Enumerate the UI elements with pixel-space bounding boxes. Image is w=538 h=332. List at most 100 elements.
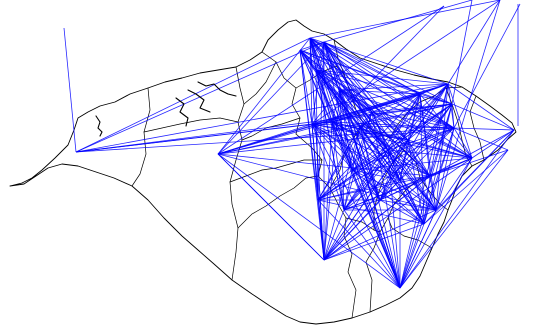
route-line-40 [315,69,449,85]
region-border-17 [243,61,277,105]
route-line-126 [407,93,421,141]
route-line-250 [217,153,431,177]
route-line-60 [311,123,437,211]
route-line-22 [323,41,373,113]
region-border-2 [229,66,245,281]
route-line-290 [311,123,325,261]
route-line-229 [339,89,381,201]
region-border-7 [229,159,323,183]
route-line-193 [399,157,473,289]
route-line-185 [323,223,425,261]
route-line-34 [323,41,389,151]
route-line-249 [217,127,455,155]
route-line-284 [311,123,401,289]
route-line-140 [339,83,449,91]
route-line-270 [451,103,515,131]
route-line-25 [323,41,455,129]
route-line-164 [429,175,437,211]
route-line-268 [435,0,501,211]
route-line-156 [453,127,473,159]
route-line-225 [299,49,353,171]
route-line-141 [451,103,455,129]
region-border-1 [131,87,151,187]
route-line-176 [323,209,437,261]
route-line-82 [331,121,345,211]
route-line-192 [299,49,425,225]
route-line-6 [309,37,449,85]
route-line-18 [309,37,341,91]
route-line-230 [299,49,381,201]
route-line-99 [359,125,409,141]
route-line-213 [407,139,473,159]
inlet-feature-1 [95,115,103,137]
route-line-63 [311,123,473,159]
route-line-127 [339,89,421,95]
route-line-93 [323,125,361,261]
route-line-89 [359,125,455,129]
route-line-190 [387,149,425,225]
route-line-150 [387,103,453,151]
route-line-234 [317,149,389,201]
route-line-196 [343,209,401,289]
route-line-226 [343,199,381,211]
route-line-240 [299,49,409,141]
route-line-107 [371,111,473,159]
route-line-264 [447,0,501,85]
route-line-251 [217,153,437,211]
route-line-111 [317,111,373,201]
route-line-267 [453,3,521,129]
inlet-feature-4 [197,81,237,97]
route-line-274 [423,129,515,225]
route-line-232 [343,139,409,211]
route-line-209 [351,157,473,171]
route-line-162 [339,89,455,129]
route-line-282 [63,27,77,153]
route-line-277 [453,127,509,151]
route-line-187 [351,169,425,225]
route-line-147 [351,103,453,171]
route-line-85 [331,89,341,123]
route-line-263 [331,5,445,123]
route-line-203 [323,199,381,261]
route-line-275 [399,129,515,289]
route-line-198 [387,149,401,289]
route-line-228 [379,139,409,201]
route-line-163 [299,49,455,129]
route-line-24 [323,41,453,105]
route-line-177 [435,157,473,211]
route-line-242 [217,41,325,155]
route-line-144 [399,103,453,289]
route-line-283 [217,153,401,289]
route-line-146 [399,103,453,181]
route-line-2 [309,37,313,125]
route-line-253 [75,37,311,153]
route-line-179 [379,199,437,211]
route-line-52 [315,69,341,91]
route-line-201 [323,157,473,261]
route-line-41 [315,69,453,105]
route-line-231 [343,149,389,211]
route-line-257 [75,83,449,153]
route-line-212 [387,149,473,159]
route-line-269 [447,83,515,131]
route-line-135 [351,83,449,171]
route-line-288 [217,153,325,261]
route-line-165 [423,175,431,225]
route-line-280 [399,149,509,289]
route-line-233 [339,89,345,211]
route-line-106 [371,111,401,289]
route-line-151 [407,103,453,141]
route-line-261 [323,0,473,43]
region-border-16 [143,117,239,133]
route-line-64 [311,123,401,181]
route-line-158 [351,127,455,171]
route-line-256 [75,121,333,153]
region-border-13 [387,217,433,249]
route-line-218 [387,149,401,181]
route-line-189 [317,199,425,225]
route-line-184 [399,223,425,289]
route-line-7 [309,37,455,129]
route-line-204 [323,209,345,261]
